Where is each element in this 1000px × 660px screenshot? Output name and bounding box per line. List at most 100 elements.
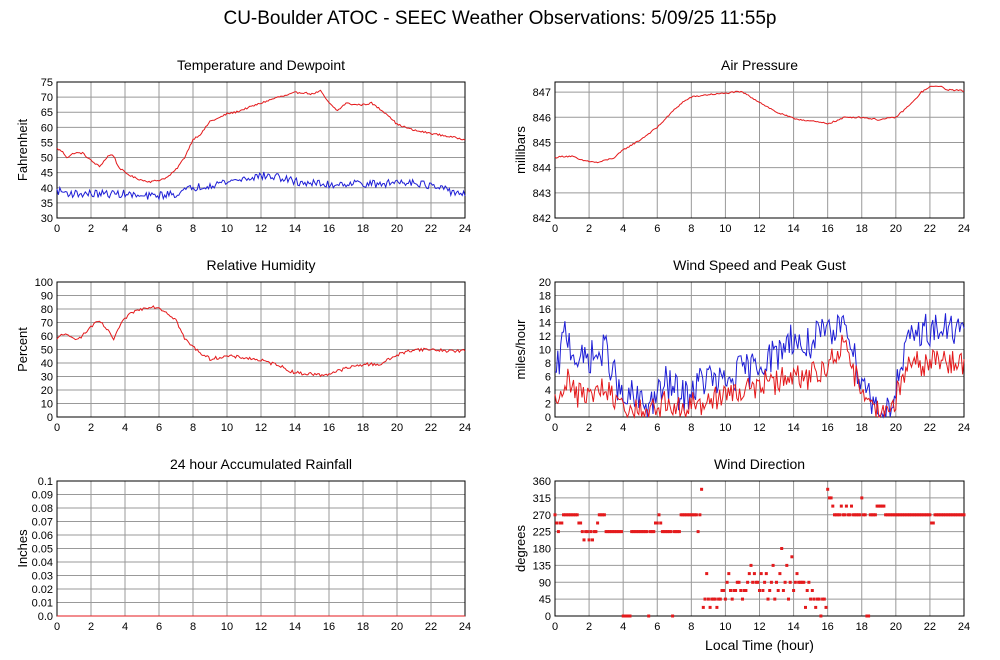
x-tick-label: 2 [88, 621, 94, 633]
data-point [713, 597, 717, 601]
y-tick-label: 80 [41, 304, 53, 316]
data-point [867, 614, 871, 618]
data-point [804, 605, 807, 609]
x-tick-label: 2 [586, 223, 592, 235]
data-point [793, 580, 797, 584]
y-tick-label: 0.09 [32, 490, 53, 502]
data-point [890, 513, 894, 517]
data-point [851, 513, 855, 517]
data-point [700, 487, 704, 491]
data-point [574, 513, 577, 517]
y-axis-label: degrees [513, 525, 528, 572]
y-tick-label: 30 [41, 372, 53, 384]
data-point [614, 530, 618, 534]
y-tick-label: 45 [41, 168, 53, 180]
data-point [775, 580, 778, 584]
data-point [930, 521, 934, 525]
y-tick-label: 844 [533, 163, 551, 175]
series-line-0 [554, 85, 964, 164]
data-point [683, 513, 686, 517]
y-tick-label: 60 [41, 122, 53, 134]
data-point [626, 614, 630, 618]
y-tick-label: 75 [41, 77, 53, 89]
data-point [691, 513, 695, 517]
data-point [788, 580, 792, 584]
data-point [589, 530, 593, 534]
x-tick-label: 12 [753, 223, 765, 235]
data-point [943, 513, 947, 517]
y-tick-label: 0.04 [32, 557, 53, 569]
data-point [708, 605, 712, 609]
data-point [652, 530, 656, 534]
chart-title: Temperature and Dewpoint [177, 57, 345, 73]
data-point [778, 572, 782, 576]
data-point [623, 614, 627, 618]
data-point [914, 513, 918, 517]
data-point [725, 580, 729, 584]
x-tick-label: 18 [357, 422, 369, 434]
data-point [827, 496, 831, 500]
x-tick-label: 10 [221, 621, 233, 633]
x-tick-label: 16 [822, 223, 834, 235]
data-point [948, 513, 952, 517]
data-point [763, 580, 767, 584]
y-tick-label: 30 [41, 213, 53, 225]
x-tick-label: 8 [190, 422, 196, 434]
data-point [747, 572, 751, 576]
x-tick-label: 16 [323, 422, 335, 434]
data-point [908, 513, 911, 517]
x-tick-label: 16 [822, 422, 834, 434]
data-point [761, 589, 765, 592]
data-point [591, 538, 594, 542]
x-tick-label: 12 [255, 422, 267, 434]
data-point [650, 530, 654, 534]
x-tick-label: 16 [323, 621, 335, 633]
data-point [741, 597, 744, 601]
y-tick-label: 10 [41, 399, 53, 411]
data-point [681, 513, 685, 517]
chart-title: 24 hour Accumulated Rainfall [170, 456, 352, 472]
y-tick-label: 40 [41, 358, 53, 370]
x-tick-label: 14 [787, 223, 799, 235]
data-point [730, 597, 734, 601]
y-tick-label: 8 [545, 358, 551, 370]
data-point [776, 589, 780, 592]
data-point [625, 614, 629, 618]
y-tick-label: 2 [545, 399, 551, 411]
data-point [807, 580, 811, 584]
x-tick-label: 18 [856, 621, 868, 633]
y-tick-label: 847 [533, 87, 551, 99]
data-point [638, 530, 642, 534]
x-tick-label: 24 [459, 422, 471, 434]
y-tick-label: 50 [41, 345, 53, 357]
data-point [798, 580, 802, 584]
data-point [597, 513, 601, 517]
y-tick-label: 846 [533, 112, 551, 124]
data-point [727, 572, 731, 576]
x-tick-label: 8 [688, 621, 694, 633]
data-point [565, 513, 569, 517]
data-point [749, 563, 753, 567]
plot-frame [56, 281, 466, 418]
data-point [556, 530, 560, 534]
data-point [785, 563, 789, 567]
y-tick-label: 225 [533, 527, 551, 539]
data-point [957, 513, 961, 517]
data-point [664, 530, 668, 534]
y-tick-label: 70 [41, 318, 53, 330]
x-tick-label: 14 [289, 223, 301, 235]
y-axis-label: miles/hour [513, 319, 528, 380]
data-point [684, 513, 688, 517]
x-tick-label: 20 [890, 223, 902, 235]
y-tick-label: 16 [539, 304, 551, 316]
data-point [928, 513, 932, 517]
data-point [814, 605, 818, 609]
data-point [913, 513, 917, 517]
data-point [604, 530, 608, 534]
y-axis-label: millibars [513, 126, 528, 174]
data-point [666, 530, 669, 534]
data-point [950, 513, 954, 517]
x-tick-label: 0 [54, 422, 60, 434]
data-point [884, 513, 888, 517]
